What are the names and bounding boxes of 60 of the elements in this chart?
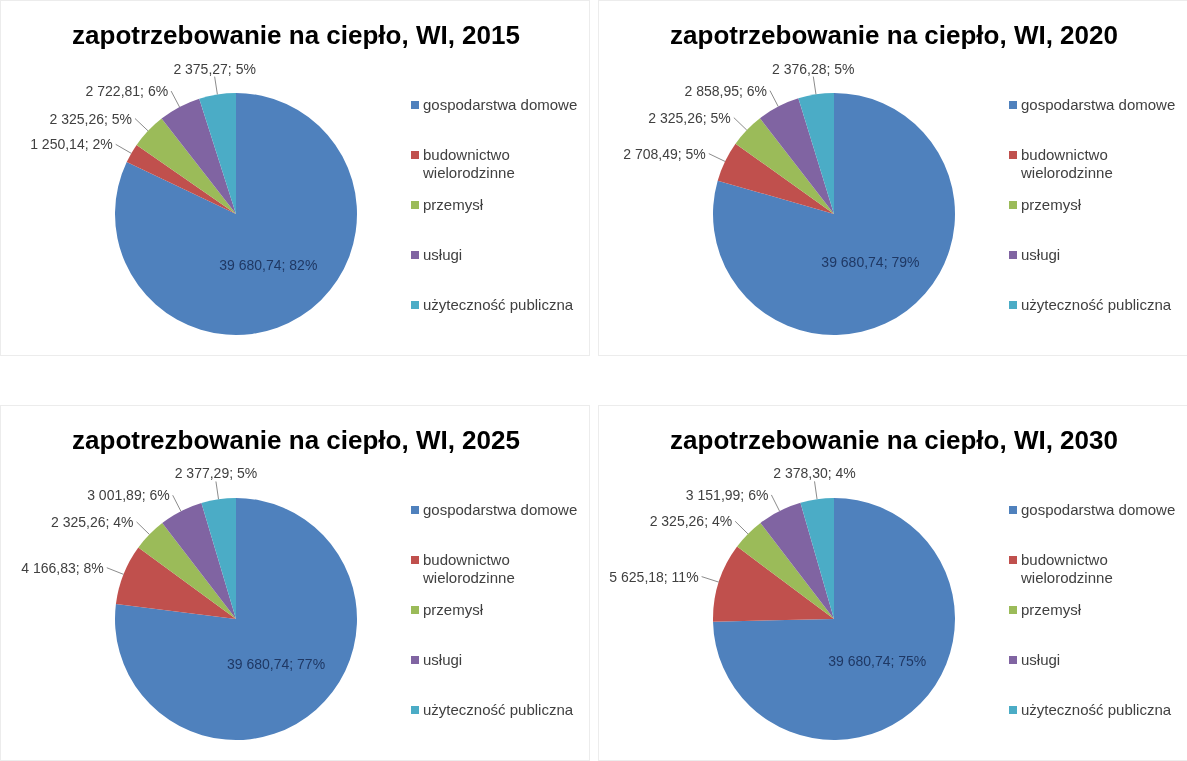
legend-label: usługi [1021, 246, 1061, 263]
chart-title: zapotrzebowanie na ciepło, WI, 2020 [669, 20, 1119, 50]
legend-label: użyteczność publiczna [1021, 296, 1172, 313]
pie-slice [162, 503, 236, 619]
pie-slice [800, 498, 834, 619]
legend-label: budownictwo wielorodzinne [1021, 551, 1113, 586]
legend-label: usługi [423, 246, 463, 263]
pie-slice [759, 98, 834, 214]
pie-slice [115, 547, 236, 619]
data-label: 4 166,83; 8% [21, 559, 104, 576]
data-label: 3 151,99; 6% [685, 486, 769, 503]
data-label: 3 001,89; 6% [87, 487, 170, 504]
data-label: 39 680,74; 77% [227, 656, 326, 673]
data-label: 2 858,95; 6% [684, 82, 767, 99]
data-label: 39 680,74; 75% [828, 653, 927, 670]
data-label: 2 377,29; 5% [174, 465, 258, 482]
pie-slice [717, 143, 834, 214]
legend-label: gospodarstwa domowe [423, 501, 578, 518]
data-label: 2 325,26; 5% [648, 109, 731, 126]
legend-label: przemysł [423, 196, 484, 213]
chart-title: zapotrezbowanie na ciepło, WI, 2025 [71, 425, 521, 455]
pie-slice [798, 93, 834, 214]
pie-slice [161, 98, 236, 214]
data-label: 2 325,26; 4% [51, 513, 134, 530]
data-label: 39 680,74; 82% [219, 257, 318, 274]
legend-label: gospodarstwa domowe [1021, 96, 1176, 113]
legend-label: gospodarstwa domowe [423, 96, 578, 113]
data-label: 2 708,49; 5% [623, 145, 706, 162]
pie-slice [760, 502, 834, 619]
legend-label: przemysł [423, 601, 484, 618]
pie-slice [201, 498, 236, 619]
legend-label: użyteczność publiczna [423, 701, 574, 718]
legend-label: gospodarstwa domowe [1021, 501, 1176, 518]
pie-slice [737, 522, 834, 619]
legend-label: użyteczność publiczna [423, 296, 574, 313]
legend-label: przemysł [1021, 601, 1082, 618]
data-label: 5 625,18; 11% [609, 568, 699, 585]
legend-label: budownictwo wielorodzinne [1021, 146, 1113, 181]
pie-slice [136, 118, 236, 214]
legend-label: przemysł [1021, 196, 1082, 213]
legend-label: usługi [423, 651, 463, 668]
pie-slice [138, 523, 236, 619]
data-label: 39 680,74; 79% [821, 254, 920, 271]
pie-slice [126, 145, 236, 214]
legend-label: użyteczność publiczna [1021, 701, 1172, 718]
data-label: 2 722,81; 6% [85, 83, 169, 100]
data-label: 2 375,27; 5% [173, 60, 256, 77]
legend-label: budownictwo wielorodzinne [423, 146, 515, 181]
pie-slice [735, 118, 834, 214]
data-label: 2 325,26; 5% [49, 110, 132, 127]
legend-label: budownictwo wielorodzinne [423, 551, 515, 586]
data-label: 1 250,14; 2% [30, 136, 113, 153]
pie-slice [199, 93, 236, 214]
legend-label: usługi [1021, 651, 1061, 668]
data-label: 2 378,30; 4% [773, 465, 856, 482]
data-label: 2 376,28; 5% [772, 60, 855, 77]
pie-slice [713, 546, 834, 622]
chart-title: zapotrzebowanie na ciepło, WI, 2015 [71, 20, 521, 50]
chart-title: zapotrzebowanie na ciepło, WI, 2030 [669, 425, 1119, 455]
data-label: 2 325,26; 4% [649, 513, 733, 530]
